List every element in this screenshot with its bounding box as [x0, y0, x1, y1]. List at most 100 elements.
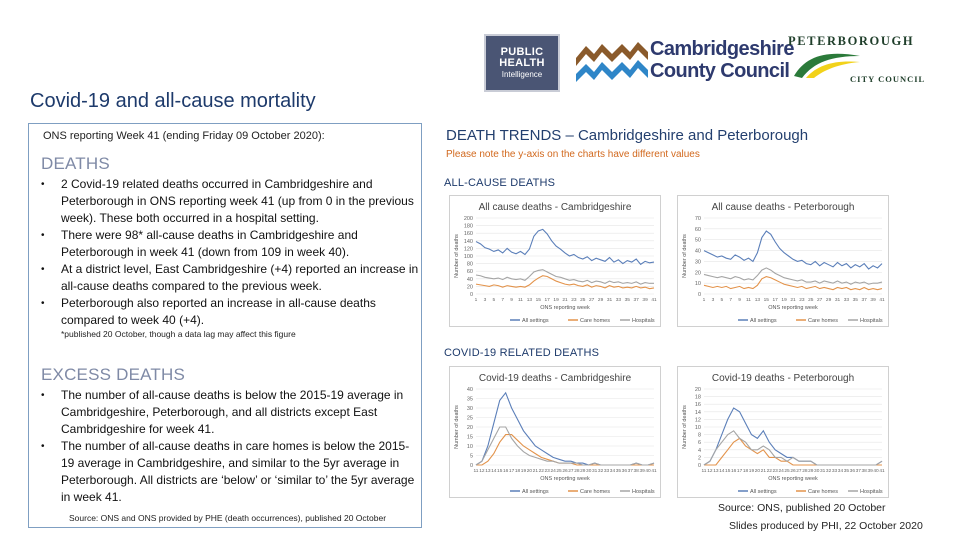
x-tick-label: 32 — [598, 468, 604, 474]
ccc-logo-line2: County Council — [650, 60, 790, 82]
x-tick-label: 27 — [817, 297, 823, 303]
chart-covid-peterborough: Covid-19 deaths - Peterborough 0 2 4 6 8 10 12… — [677, 366, 889, 498]
series-line-all-settings — [703, 230, 883, 270]
y-tick-label: 20 — [695, 387, 701, 393]
x-tick-label: 7 — [501, 297, 504, 303]
x-tick-label: 25 — [808, 297, 814, 303]
y-tick-label: 40 — [695, 249, 701, 255]
y-tick-label: 40 — [467, 387, 473, 393]
x-axis-label: ONS reporting week — [768, 305, 818, 311]
x-tick-label: 27 — [589, 297, 595, 303]
x-tick-label: 13 — [713, 468, 719, 474]
x-tick-label: 15 — [725, 468, 731, 474]
y-tick-label: 70 — [695, 216, 701, 222]
x-tick-label: 19 — [781, 297, 787, 303]
y-tick-label: 50 — [695, 238, 701, 244]
x-tick-label: 34 — [610, 468, 616, 474]
legend-label: Hospitals — [860, 318, 883, 324]
x-tick-label: 35 — [616, 468, 622, 474]
chart-allcause-cambridgeshire: All cause deaths - Cambridgeshire 0 20 40 6… — [449, 195, 661, 327]
x-tick-label: 32 — [826, 468, 832, 474]
x-tick-label: 17 — [737, 468, 743, 474]
legend-label: Care homes — [808, 489, 838, 495]
x-tick-label: 26 — [562, 468, 568, 474]
y-tick-label: 2 — [698, 455, 701, 461]
x-axis-label: ONS reporting week — [540, 476, 590, 482]
x-tick-label: 15 — [536, 297, 542, 303]
y-tick-label: 160 — [464, 231, 473, 237]
y-tick-label: 8 — [698, 433, 701, 439]
x-tick-label: 39 — [642, 297, 648, 303]
x-tick-label: 12 — [707, 468, 713, 474]
x-tick-label: 35 — [844, 468, 850, 474]
legend-label: Hospitals — [860, 489, 883, 495]
series-line-hospitals — [703, 430, 883, 466]
deaths-footnote: *published 20 October, though a data lag… — [61, 329, 296, 339]
y-tick-label: 16 — [695, 402, 701, 408]
y-tick-label: 10 — [695, 281, 701, 287]
page-title: Covid-19 and all-cause mortality — [30, 90, 316, 112]
y-tick-label: 40 — [467, 277, 473, 283]
slides-credit: Slides produced by PHI, 22 October 2020 — [729, 520, 923, 532]
phi-logo-line3: Intelligence — [501, 69, 543, 79]
x-tick-label: 39 — [867, 468, 873, 474]
x-tick-label: 18 — [743, 468, 749, 474]
x-tick-label: 19 — [553, 297, 559, 303]
x-tick-label: 35 — [853, 297, 859, 303]
x-tick-label: 31 — [820, 468, 826, 474]
chart-title: Covid-19 deaths - Cambridgeshire — [478, 373, 632, 384]
x-tick-label: 21 — [761, 468, 767, 474]
x-tick-label: 11 — [746, 297, 751, 303]
x-tick-label: 25 — [784, 468, 790, 474]
x-tick-label: 20 — [527, 468, 533, 474]
ccc-logo: Cambridgeshire County Council — [576, 36, 794, 88]
x-axis-label: ONS reporting week — [768, 476, 818, 482]
series-line-all-settings — [475, 228, 655, 266]
x-tick-label: 29 — [598, 297, 604, 303]
chart-title: All cause deaths - Cambridgeshire — [478, 202, 632, 213]
x-tick-label: 15 — [764, 297, 770, 303]
x-tick-label: 25 — [580, 297, 586, 303]
x-tick-label: 19 — [521, 468, 527, 474]
x-tick-label: 29 — [808, 468, 814, 474]
phi-logo-line2: HEALTH — [499, 57, 545, 70]
x-tick-label: 33 — [604, 468, 610, 474]
x-tick-label: 22 — [539, 468, 545, 474]
x-tick-label: 33 — [616, 297, 622, 303]
y-tick-label: 5 — [470, 454, 473, 460]
ccc-logo-text: Cambridgeshire County Council — [650, 38, 794, 82]
y-tick-label: 180 — [464, 224, 473, 230]
x-tick-label: 18 — [515, 468, 521, 474]
x-tick-label: 37 — [862, 297, 868, 303]
x-tick-label: 23 — [773, 468, 779, 474]
legend-label: Care homes — [808, 318, 838, 324]
x-tick-label: 27 — [796, 468, 802, 474]
x-tick-label: 13 — [527, 297, 533, 303]
y-tick-label: 20 — [695, 270, 701, 276]
x-tick-label: 24 — [778, 468, 784, 474]
y-tick-label: 200 — [464, 216, 473, 222]
x-tick-label: 41 — [879, 468, 885, 474]
x-tick-label: 41 — [651, 297, 657, 303]
x-tick-label: 1 — [703, 297, 706, 303]
x-tick-label: 5 — [492, 297, 495, 303]
x-tick-label: 23 — [545, 468, 551, 474]
x-tick-label: 12 — [479, 468, 485, 474]
x-tick-label: 30 — [586, 468, 592, 474]
x-tick-label: 13 — [755, 297, 761, 303]
x-tick-label: 13 — [485, 468, 491, 474]
series-line-hospitals — [703, 267, 883, 285]
x-tick-label: 25 — [556, 468, 562, 474]
y-axis-note: Please note the y-axis on the charts hav… — [446, 149, 700, 160]
y-tick-label: 20 — [467, 425, 473, 431]
deaths-bullet: Peterborough also reported an increase i… — [41, 295, 419, 329]
x-tick-label: 41 — [651, 468, 657, 474]
y-tick-label: 10 — [695, 425, 701, 431]
chart-allcause-peterborough: All cause deaths - Peterborough 0 10 20 30 4… — [677, 195, 889, 327]
excess-bullet-list: The number of all-cause deaths is below … — [41, 387, 419, 506]
deaths-heading: DEATHS — [41, 154, 110, 173]
deaths-bullet-list: 2 Covid-19 related deaths occurred in Ca… — [41, 176, 419, 329]
x-tick-label: 33 — [844, 297, 850, 303]
y-tick-label: 14 — [695, 410, 701, 416]
